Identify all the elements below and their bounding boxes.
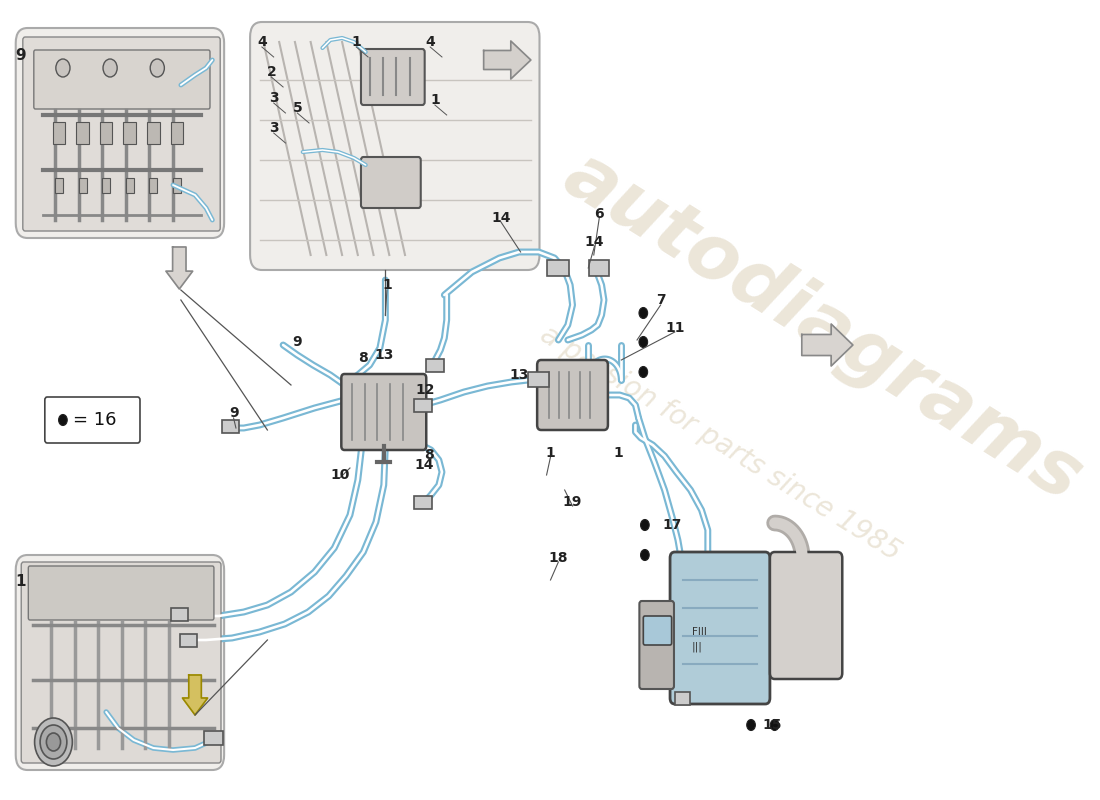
Bar xyxy=(427,358,443,371)
Polygon shape xyxy=(802,324,852,366)
Polygon shape xyxy=(484,41,531,79)
Circle shape xyxy=(103,59,118,77)
Bar xyxy=(100,122,112,144)
FancyBboxPatch shape xyxy=(670,552,770,704)
Bar xyxy=(170,607,188,621)
FancyBboxPatch shape xyxy=(361,49,425,105)
Bar xyxy=(674,691,691,705)
FancyBboxPatch shape xyxy=(361,157,420,208)
Text: 13: 13 xyxy=(509,368,529,382)
Polygon shape xyxy=(166,247,192,289)
Text: 11: 11 xyxy=(666,321,684,335)
Text: 5: 5 xyxy=(293,101,303,115)
Text: 4: 4 xyxy=(426,35,436,49)
Text: 14: 14 xyxy=(415,458,434,472)
Circle shape xyxy=(151,59,164,77)
Bar xyxy=(415,495,432,509)
Text: 3: 3 xyxy=(268,121,278,135)
Text: 13: 13 xyxy=(374,348,394,362)
Text: 19: 19 xyxy=(563,495,582,509)
Text: 7: 7 xyxy=(656,293,666,307)
Polygon shape xyxy=(183,675,208,715)
Text: 15: 15 xyxy=(762,718,782,732)
Bar xyxy=(55,178,63,193)
Text: 1: 1 xyxy=(382,278,392,292)
Text: 14: 14 xyxy=(585,235,604,249)
Text: FIII: FIII xyxy=(692,627,707,637)
FancyBboxPatch shape xyxy=(15,555,224,770)
Bar xyxy=(173,178,180,193)
Text: |||: ||| xyxy=(692,642,703,653)
Text: 9: 9 xyxy=(229,406,239,420)
Bar xyxy=(150,178,157,193)
FancyBboxPatch shape xyxy=(29,566,213,620)
Circle shape xyxy=(770,719,779,730)
Circle shape xyxy=(639,337,648,347)
Text: 10: 10 xyxy=(330,468,350,482)
Bar xyxy=(78,178,87,193)
Bar xyxy=(170,122,184,144)
FancyBboxPatch shape xyxy=(644,616,672,645)
FancyBboxPatch shape xyxy=(250,22,539,270)
FancyBboxPatch shape xyxy=(45,397,140,443)
Text: 18: 18 xyxy=(549,551,568,565)
FancyBboxPatch shape xyxy=(15,28,224,238)
Bar xyxy=(205,731,223,745)
Bar xyxy=(102,178,110,193)
FancyBboxPatch shape xyxy=(21,562,221,763)
Bar xyxy=(528,371,549,386)
Circle shape xyxy=(640,550,649,561)
Circle shape xyxy=(639,366,648,378)
Text: 1: 1 xyxy=(15,574,25,590)
Circle shape xyxy=(747,719,756,730)
Text: 1: 1 xyxy=(430,93,440,107)
FancyBboxPatch shape xyxy=(341,374,427,450)
Circle shape xyxy=(639,307,648,318)
Text: autodiagrams: autodiagrams xyxy=(550,138,1096,517)
FancyBboxPatch shape xyxy=(34,50,210,109)
FancyBboxPatch shape xyxy=(23,37,220,231)
Bar xyxy=(125,178,134,193)
Text: 14: 14 xyxy=(492,211,510,225)
Text: = 16: = 16 xyxy=(73,411,117,429)
Bar xyxy=(147,122,160,144)
Bar xyxy=(53,122,65,144)
FancyBboxPatch shape xyxy=(770,552,843,679)
Circle shape xyxy=(46,733,60,751)
Text: 17: 17 xyxy=(662,518,682,532)
Text: 1: 1 xyxy=(546,446,556,460)
Text: 6: 6 xyxy=(594,207,604,221)
Text: 1: 1 xyxy=(351,35,361,49)
Bar xyxy=(76,122,89,144)
Text: 9: 9 xyxy=(15,47,25,62)
Bar xyxy=(415,398,432,411)
Circle shape xyxy=(34,718,73,766)
FancyBboxPatch shape xyxy=(537,360,608,430)
Text: a passion for parts since 1985: a passion for parts since 1985 xyxy=(535,320,905,566)
Bar xyxy=(180,634,197,646)
Text: 2: 2 xyxy=(266,65,276,79)
Circle shape xyxy=(40,725,67,759)
Text: 1: 1 xyxy=(614,446,623,460)
Text: 3: 3 xyxy=(268,91,278,105)
FancyBboxPatch shape xyxy=(639,601,674,689)
Text: 8: 8 xyxy=(424,448,433,462)
Bar xyxy=(123,122,136,144)
Circle shape xyxy=(640,519,649,530)
Circle shape xyxy=(56,59,70,77)
Text: 9: 9 xyxy=(293,335,303,349)
Bar xyxy=(588,260,609,276)
Bar xyxy=(222,419,239,433)
Bar xyxy=(548,260,570,276)
Text: 8: 8 xyxy=(359,351,369,365)
Text: 4: 4 xyxy=(257,35,267,49)
Text: 12: 12 xyxy=(416,383,436,397)
Circle shape xyxy=(58,414,67,426)
